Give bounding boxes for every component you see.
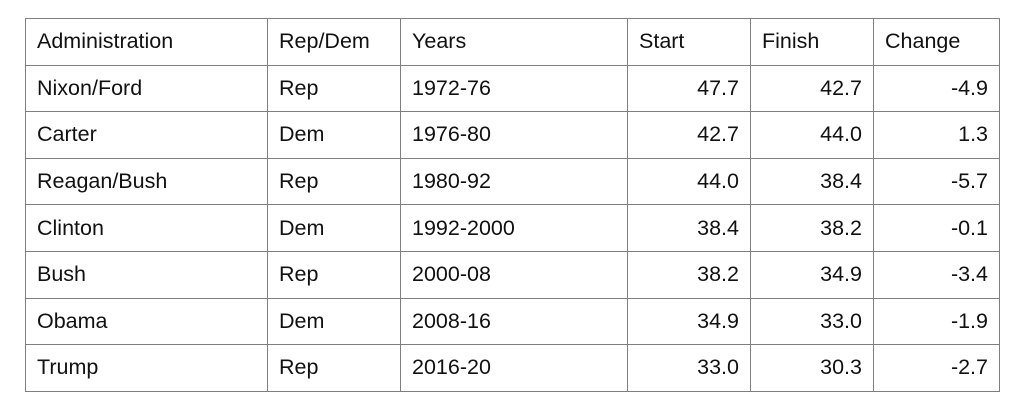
table-cell: 44.0	[627, 157, 751, 206]
table-cell: 47.7	[627, 64, 751, 113]
table-cell: 1.3	[873, 111, 1000, 159]
table-cell: Reagan/Bush	[25, 157, 268, 206]
header-row: Administration Rep/Dem Years Start Finish Cha…	[25, 18, 1000, 66]
table-cell: -5.7	[873, 157, 1000, 206]
header-cell: Change	[873, 18, 1000, 66]
table-cell: -4.9	[873, 64, 1000, 113]
table-cell: 2008-16	[400, 297, 628, 346]
table-cell: Obama	[25, 297, 268, 346]
table-cell: 38.2	[627, 250, 751, 299]
table-row: Reagan/Bush Rep 1980-92 44.0 38.4 -5.7	[25, 157, 1000, 206]
table-cell: -2.7	[873, 344, 1000, 392]
table-cell: Rep	[267, 157, 401, 206]
header-cell: Years	[400, 18, 628, 66]
table-row: Clinton Dem 1992-2000 38.4 38.2 -0.1	[25, 204, 1000, 252]
table-cell: 38.2	[750, 204, 874, 252]
table-cell: 2016-20	[400, 344, 628, 392]
table-cell: Rep	[267, 64, 401, 113]
header-cell: Finish	[750, 18, 874, 66]
table-cell: Carter	[25, 111, 268, 159]
table-row: Carter Dem 1976-80 42.7 44.0 1.3	[25, 111, 1000, 159]
table-cell: 34.9	[627, 297, 751, 346]
table-cell: Dem	[267, 204, 401, 252]
table-row: Nixon/Ford Rep 1972-76 47.7 42.7 -4.9	[25, 64, 1000, 113]
table-cell: Dem	[267, 111, 401, 159]
table-body: Administration Rep/Dem Years Start Finish Cha…	[25, 18, 1000, 392]
table-cell: 42.7	[750, 64, 874, 113]
table-cell: Clinton	[25, 204, 268, 252]
table-cell: 38.4	[750, 157, 874, 206]
table-cell: Trump	[25, 344, 268, 392]
table-cell: 44.0	[750, 111, 874, 159]
table-cell: Rep	[267, 344, 401, 392]
table-row: Bush Rep 2000-08 38.2 34.9 -3.4	[25, 250, 1000, 299]
table-cell: Rep	[267, 250, 401, 299]
table-cell: 1980-92	[400, 157, 628, 206]
table-cell: 33.0	[750, 297, 874, 346]
table-cell: 38.4	[627, 204, 751, 252]
table-cell: -0.1	[873, 204, 1000, 252]
header-cell: Rep/Dem	[267, 18, 401, 66]
table-cell: 34.9	[750, 250, 874, 299]
table-cell: Dem	[267, 297, 401, 346]
table-row: Trump Rep 2016-20 33.0 30.3 -2.7	[25, 344, 1000, 392]
data-table: Administration Rep/Dem Years Start Finish Cha…	[25, 18, 1000, 392]
table-cell: Bush	[25, 250, 268, 299]
table-cell: 1992-2000	[400, 204, 628, 252]
table-cell: 2000-08	[400, 250, 628, 299]
header-cell: Administration	[25, 18, 268, 66]
table-cell: 42.7	[627, 111, 751, 159]
table-cell: 1976-80	[400, 111, 628, 159]
table-cell: Nixon/Ford	[25, 64, 268, 113]
table-cell: 1972-76	[400, 64, 628, 113]
table-cell: -1.9	[873, 297, 1000, 346]
table-cell: 33.0	[627, 344, 751, 392]
header-cell: Start	[627, 18, 751, 66]
table-cell: 30.3	[750, 344, 874, 392]
table-row: Obama Dem 2008-16 34.9 33.0 -1.9	[25, 297, 1000, 346]
table-cell: -3.4	[873, 250, 1000, 299]
